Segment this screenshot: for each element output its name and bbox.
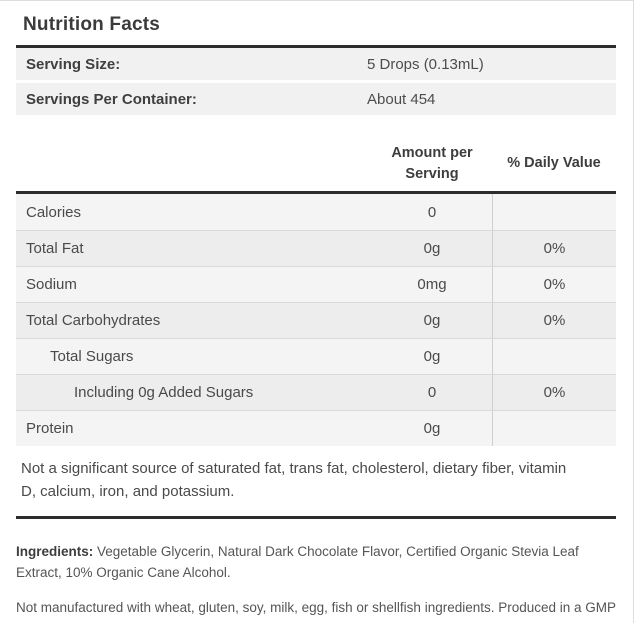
- servings-per-container-label: Servings Per Container:: [26, 90, 197, 108]
- nutrient-daily-value: [492, 339, 616, 374]
- serving-info-section: Serving Size: 5 Drops (0.13mL) Servings …: [16, 48, 616, 115]
- table-row: Total Fat 0g 0%: [16, 230, 616, 266]
- nutrient-amount: 0mg: [417, 276, 447, 293]
- nutrient-daily-value: 0%: [492, 375, 616, 410]
- serving-size-value: 5 Drops (0.13mL): [367, 55, 484, 73]
- nutrient-amount: 0: [427, 384, 437, 401]
- table-header-row: Amount per Serving % Daily Value: [16, 139, 616, 191]
- table-row: Calories 0: [16, 194, 616, 230]
- nutrient-daily-value: [492, 194, 616, 230]
- nutrient-name: Total Sugars: [50, 348, 134, 365]
- nutrition-rows: Calories 0 Total Fat 0g 0% Sodium 0mg 0%…: [16, 191, 616, 446]
- nutrient-name: Sodium: [26, 276, 77, 293]
- bottom-divider-rule: [16, 515, 616, 519]
- allergen-note: Not manufactured with wheat, gluten, soy…: [16, 599, 616, 623]
- nutrient-amount: 0g: [423, 312, 441, 329]
- nutrient-amount: 0: [427, 203, 437, 221]
- table-row: Total Sugars 0g: [16, 338, 616, 374]
- page-title: Nutrition Facts: [23, 14, 161, 35]
- footnote-text: Not a significant source of saturated fa…: [21, 460, 567, 501]
- ingredients-label: Ingredients:: [16, 543, 94, 559]
- nutrient-name: Including 0g Added Sugars: [74, 384, 254, 401]
- table-row: Total Carbohydrates 0g 0%: [16, 302, 616, 338]
- top-divider-rule: [16, 45, 616, 48]
- nutrient-daily-value: 0%: [492, 267, 616, 302]
- nutrition-content: Serving Size: 5 Drops (0.13mL) Servings …: [16, 45, 616, 623]
- nutrient-amount: 0g: [423, 420, 441, 437]
- ingredients-paragraph: Ingredients: Vegetable Glycerin, Natural…: [16, 541, 616, 584]
- nutrient-daily-value: [492, 411, 616, 446]
- nutrient-daily-value: 0%: [492, 231, 616, 266]
- nutrient-name: Total Fat: [26, 240, 84, 257]
- serving-size-row: Serving Size: 5 Drops (0.13mL): [16, 48, 616, 80]
- table-row: Including 0g Added Sugars 0 0%: [16, 374, 616, 410]
- daily-value-header: % Daily Value: [507, 155, 601, 172]
- amount-per-serving-header: Amount per Serving: [391, 144, 473, 182]
- serving-size-label: Serving Size:: [26, 55, 121, 73]
- table-row: Protein 0g: [16, 410, 616, 446]
- servings-per-container-value: About 454: [367, 90, 436, 108]
- nutrient-daily-value: 0%: [492, 303, 616, 338]
- nutrient-name: Total Carbohydrates: [26, 312, 161, 329]
- table-row: Sodium 0mg 0%: [16, 266, 616, 302]
- nutrient-amount: 0g: [423, 240, 441, 257]
- ingredients-text: Vegetable Glycerin, Natural Dark Chocola…: [16, 543, 579, 581]
- nutrient-amount: 0g: [423, 348, 441, 365]
- nutrient-name: Protein: [26, 420, 74, 437]
- nutrient-name: Calories: [26, 203, 82, 221]
- servings-per-container-row: Servings Per Container: About 454: [16, 83, 616, 115]
